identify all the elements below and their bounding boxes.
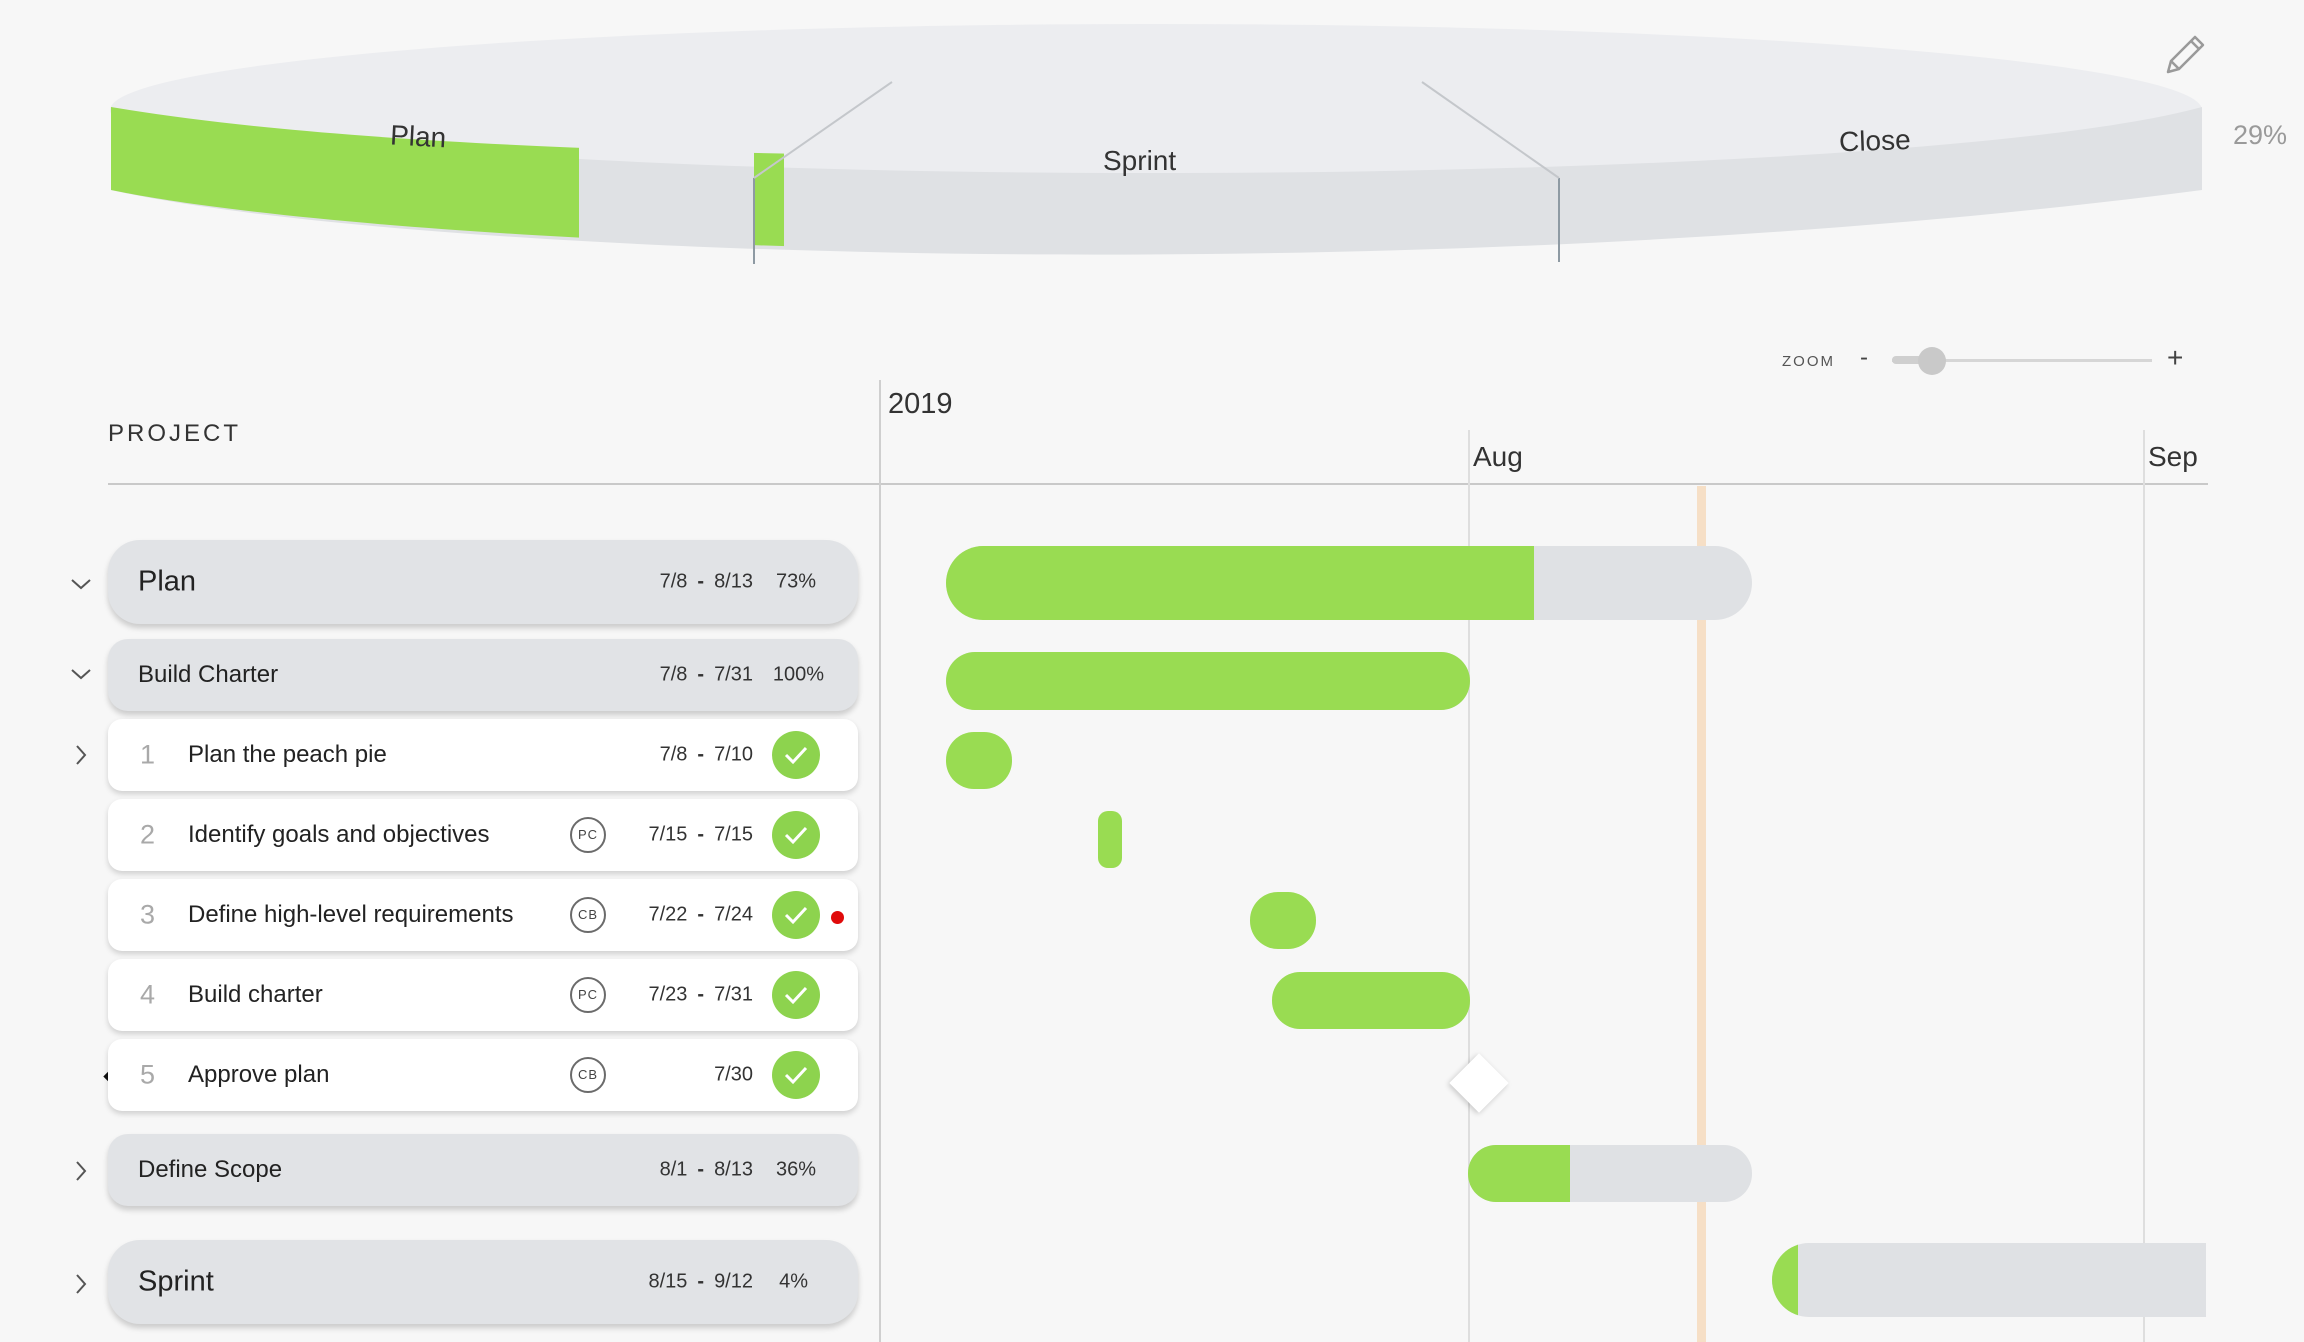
task-number: 1 <box>140 739 156 770</box>
phase-summary-ring: Plan Sprint Close <box>110 24 2202 264</box>
assignee-avatar[interactable]: CB <box>570 897 606 933</box>
task-number: 5 <box>140 1059 156 1090</box>
ring-top-surface <box>110 24 2202 196</box>
row-title: Define Scope <box>138 1156 283 1183</box>
task-row[interactable]: 5 Approve plan CB 7/30 <box>108 1039 858 1111</box>
phase-label-close[interactable]: Close <box>1839 124 1912 157</box>
row-percent: 100% <box>772 663 824 686</box>
expand-define-scope-chevron-right-icon[interactable] <box>68 1158 94 1184</box>
gantt-bar-progress <box>946 546 1535 620</box>
alert-dot-icon[interactable] <box>831 911 844 924</box>
ring-wall <box>111 107 2202 255</box>
overall-progress-percent: 29% <box>2233 120 2288 150</box>
pencil-icon[interactable] <box>2160 30 2210 80</box>
expand-sprint-chevron-right-icon[interactable] <box>68 1271 94 1297</box>
gantt-bar-progress <box>946 652 1470 710</box>
complete-checkmark-icon[interactable] <box>772 971 820 1019</box>
task-number: 2 <box>140 819 156 850</box>
gantt-bar-plan[interactable] <box>946 546 1752 620</box>
task-name: Define high-level requirements <box>188 901 514 928</box>
gantt-bar-progress <box>1468 1145 1571 1202</box>
gantt-bar-task-4[interactable] <box>1272 972 1470 1029</box>
zoom-slider-track[interactable] <box>1892 359 2152 362</box>
row-percent: 73% <box>775 570 816 593</box>
gantt-bar-task-3[interactable] <box>1250 892 1316 949</box>
summary-row-sprint[interactable]: Sprint 8/15-9/12 4% <box>108 1240 858 1324</box>
expand-task-chevron-right-icon[interactable] <box>68 742 94 768</box>
ring-divider <box>753 81 893 179</box>
assignee-avatar[interactable]: PC <box>570 977 606 1013</box>
task-row[interactable]: 1 Plan the peach pie 7/8-7/10 <box>108 719 858 791</box>
gantt-bar-sprint[interactable] <box>1772 1243 2206 1317</box>
task-row[interactable]: 4 Build charter PC 7/23-7/31 <box>108 959 858 1031</box>
collapse-build-charter-chevron-down-icon[interactable] <box>68 661 94 687</box>
phase-label-sprint[interactable]: Sprint <box>1103 145 1176 176</box>
task-name: Build charter <box>188 981 323 1008</box>
task-name: Approve plan <box>188 1061 330 1088</box>
complete-checkmark-icon[interactable] <box>772 891 820 939</box>
zoom-out-button[interactable]: - <box>1860 344 1868 371</box>
collapse-plan-chevron-down-icon[interactable] <box>68 571 94 597</box>
zoom-control: ZOOM - + <box>1782 342 2192 376</box>
row-percent: 36% <box>775 1158 816 1181</box>
zoom-slider-thumb[interactable] <box>1918 347 1946 375</box>
complete-checkmark-icon[interactable] <box>772 731 820 779</box>
task-date: 7/30 <box>714 1063 753 1086</box>
timeline-year: 2019 <box>888 388 953 420</box>
zoom-in-button[interactable]: + <box>2167 342 2184 373</box>
task-row[interactable]: 2 Identify goals and objectives PC 7/15-… <box>108 799 858 871</box>
task-dates: 7/23-7/31 <box>648 983 753 1006</box>
task-dates: 7/22-7/24 <box>648 903 753 926</box>
row-percent: 4% <box>779 1270 808 1293</box>
gantt-bar-task-2[interactable] <box>1098 811 1122 868</box>
task-name: Plan the peach pie <box>188 741 387 768</box>
month-gridline <box>1468 430 1470 1342</box>
row-dates: 8/1-8/13 <box>659 1158 753 1181</box>
gantt-bar-build-charter[interactable] <box>946 652 1470 710</box>
task-number: 3 <box>140 899 156 930</box>
summary-row-build-charter[interactable]: Build Charter 7/8-7/31 100% <box>108 639 858 711</box>
summary-row-define-scope[interactable]: Define Scope 8/1-8/13 36% <box>108 1134 858 1206</box>
complete-checkmark-icon[interactable] <box>772 811 820 859</box>
row-dates: 8/15-9/12 <box>648 1270 753 1293</box>
gantt-milestone-approve-plan[interactable] <box>1449 1053 1509 1113</box>
header-divider <box>108 483 2208 485</box>
gantt-bar-progress <box>1772 1243 1798 1317</box>
gantt-bar-task-1[interactable] <box>946 732 1012 789</box>
row-title: Plan <box>138 565 197 598</box>
row-dates: 7/8-8/13 <box>659 570 753 593</box>
project-column-header: PROJECT <box>108 420 242 447</box>
grid-timeline-divider[interactable] <box>879 380 881 1342</box>
today-marker <box>1697 486 1706 1342</box>
task-dates: 7/15-7/15 <box>648 823 753 846</box>
timeline-month-aug: Aug <box>1473 441 1523 472</box>
ring-divider <box>1421 81 1560 179</box>
summary-row-plan[interactable]: Plan 7/8-8/13 73% <box>108 540 858 624</box>
zoom-slider-fill <box>1892 356 1932 364</box>
row-title: Build Charter <box>138 661 279 688</box>
timeline-month-sep: Sep <box>2148 441 2198 472</box>
phase-label-plan[interactable]: Plan <box>389 119 447 153</box>
task-row[interactable]: 3 Define high-level requirements CB 7/22… <box>108 879 858 951</box>
gantt-bar-define-scope[interactable] <box>1468 1145 1752 1202</box>
row-title: Sprint <box>138 1265 214 1298</box>
task-name: Identify goals and objectives <box>188 821 490 848</box>
month-gridline <box>2143 430 2145 1342</box>
complete-checkmark-icon[interactable] <box>772 1051 820 1099</box>
task-dates: 7/8-7/10 <box>659 743 753 766</box>
assignee-avatar[interactable]: PC <box>570 817 606 853</box>
task-number: 4 <box>140 979 156 1010</box>
row-dates: 7/8-7/31 <box>659 663 753 686</box>
zoom-label: ZOOM <box>1782 353 1835 370</box>
assignee-avatar[interactable]: CB <box>570 1057 606 1093</box>
